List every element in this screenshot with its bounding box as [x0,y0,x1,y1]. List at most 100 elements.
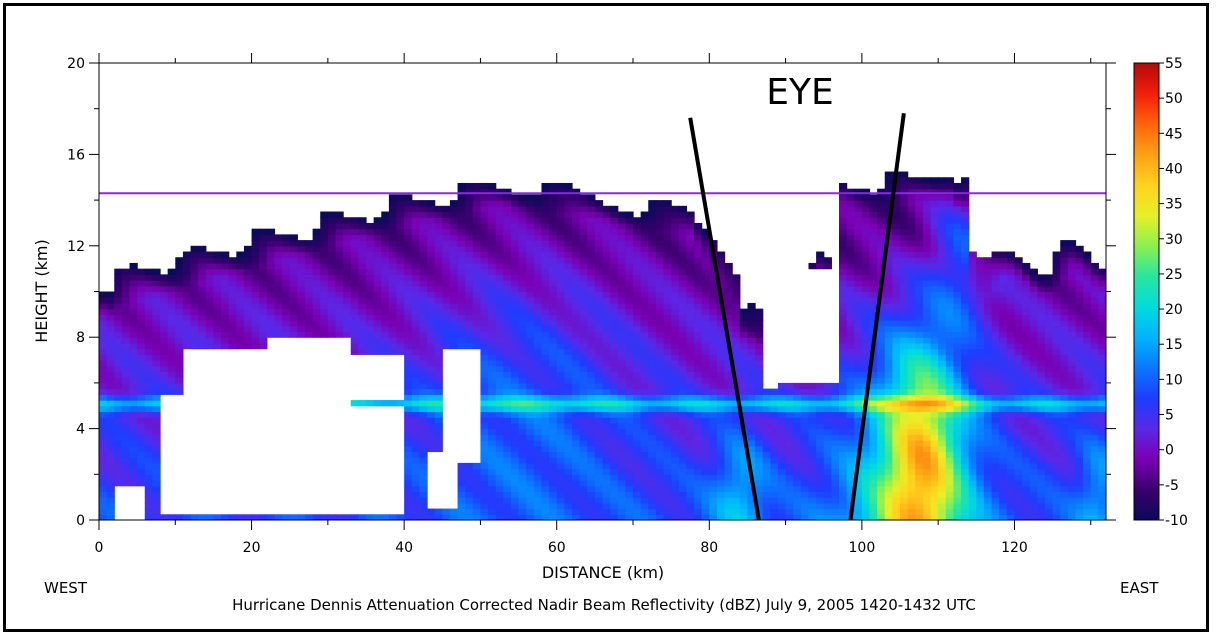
reflectivity-cell [976,325,985,333]
reflectivity-cell [137,325,146,333]
reflectivity-cell [564,228,573,235]
reflectivity-cell [953,422,962,430]
reflectivity-cell [709,422,718,430]
reflectivity-cell [854,508,863,515]
reflectivity-cell [816,457,825,464]
reflectivity-cell [640,405,649,413]
reflectivity-cell [549,354,558,361]
reflectivity-cell [510,257,520,264]
reflectivity-cell [930,182,939,190]
reflectivity-cell [503,194,512,201]
reflectivity-cell [671,468,680,475]
reflectivity-cell [541,445,550,453]
reflectivity-cell [808,440,817,447]
reflectivity-cell [388,514,398,520]
reflectivity-cell [465,257,474,264]
reflectivity-cell [488,302,497,310]
reflectivity-cell [617,491,626,498]
reflectivity-cell [709,468,718,475]
reflectivity-cell [976,451,985,458]
reflectivity-cell [976,405,985,413]
reflectivity-cell [602,382,611,390]
reflectivity-cell [297,274,306,281]
reflectivity-cell [571,382,581,390]
reflectivity-cell [99,468,108,475]
reflectivity-cell [465,205,474,213]
reflectivity-cell [640,222,649,230]
reflectivity-cell [991,480,1000,487]
reflectivity-cell [755,440,764,447]
reflectivity-cell [472,485,482,493]
reflectivity-cell [648,257,657,264]
reflectivity-cell [556,348,565,355]
reflectivity-cell [541,222,550,230]
reflectivity-cell [961,302,970,310]
reflectivity-cell [228,302,237,310]
reflectivity-cell [518,417,527,424]
reflectivity-cell [427,240,436,247]
reflectivity-cell [510,474,520,481]
reflectivity-cell [167,320,176,327]
reflectivity-cell [556,417,565,424]
reflectivity-cell [503,428,512,435]
reflectivity-cell [564,422,573,430]
reflectivity-cell [922,480,932,487]
reflectivity-cell [838,182,848,190]
reflectivity-cell [777,440,787,447]
reflectivity-cell [404,302,413,310]
reflectivity-cell [671,382,680,390]
reflectivity-cell [121,348,131,355]
reflectivity-cell [129,445,138,453]
reflectivity-cell [480,211,489,218]
reflectivity-cell [892,297,901,304]
reflectivity-cell [488,262,497,270]
reflectivity-cell [892,251,901,258]
reflectivity-cell [526,274,535,281]
reflectivity-cell [579,234,588,241]
reflectivity-cell [709,314,718,321]
reflectivity-cell [594,291,604,298]
reflectivity-cell [877,514,886,520]
reflectivity-cell [900,440,909,447]
reflectivity-cell [472,280,482,287]
reflectivity-cell [907,262,916,270]
reflectivity-cell [694,440,703,447]
reflectivity-cell [648,342,657,350]
reflectivity-cell [747,491,756,498]
reflectivity-cell [716,280,726,287]
reflectivity-cell [625,417,634,424]
reflectivity-cell [465,485,474,493]
reflectivity-cell [480,480,489,487]
reflectivity-cell [571,405,581,413]
reflectivity-cell [800,417,810,424]
reflectivity-cell [739,331,749,338]
reflectivity-cell [144,285,153,293]
reflectivity-cell [434,320,443,327]
reflectivity-cell [1006,491,1016,498]
reflectivity-cell [99,314,108,321]
reflectivity-cell [816,422,825,430]
reflectivity-cell [335,514,344,520]
reflectivity-cell [709,485,718,493]
reflectivity-cell [182,331,192,338]
reflectivity-cell [991,457,1000,464]
reflectivity-cell [610,417,619,424]
reflectivity-cell [915,480,924,487]
reflectivity-cell [709,457,718,464]
reflectivity-cell [983,342,993,350]
reflectivity-cell [343,314,352,321]
reflectivity-cell [732,514,741,520]
reflectivity-cell [724,491,733,498]
reflectivity-cell [755,388,764,395]
reflectivity-cell [686,331,695,338]
reflectivity-cell [495,240,504,247]
reflectivity-cell [770,422,779,430]
reflectivity-cell [106,320,115,327]
reflectivity-cell [480,320,489,327]
reflectivity-cell [755,462,764,470]
reflectivity-cell [976,508,985,515]
reflectivity-cell [556,188,565,195]
reflectivity-cell [1006,268,1016,275]
reflectivity-cell [457,314,466,321]
reflectivity-cell [587,217,596,224]
